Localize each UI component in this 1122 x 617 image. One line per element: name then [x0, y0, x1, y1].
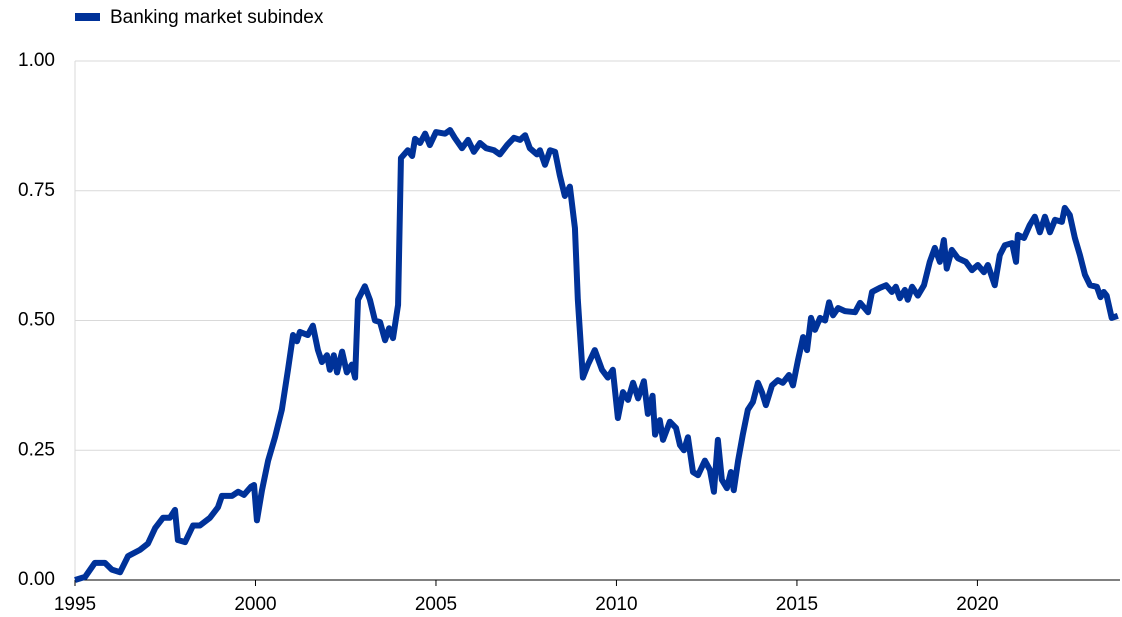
x-tick-label: 2015: [776, 594, 818, 615]
x-tick-label: 2000: [234, 594, 276, 615]
x-tick-label: 2005: [415, 594, 457, 615]
x-tick-label: 2010: [595, 594, 637, 615]
y-tick-label: 0.50: [18, 310, 55, 331]
legend-label: Banking market subindex: [110, 7, 324, 28]
y-tick-label: 0.25: [18, 439, 55, 460]
x-tick-label: 1995: [54, 594, 96, 615]
legend-swatch: [75, 13, 100, 21]
y-tick-label: 0.75: [18, 180, 55, 201]
x-tick-label: 2020: [956, 594, 998, 615]
data-line: [74, 127, 1119, 583]
y-tick-label: 1.00: [18, 50, 55, 71]
y-tick-label: 0.00: [18, 569, 55, 590]
